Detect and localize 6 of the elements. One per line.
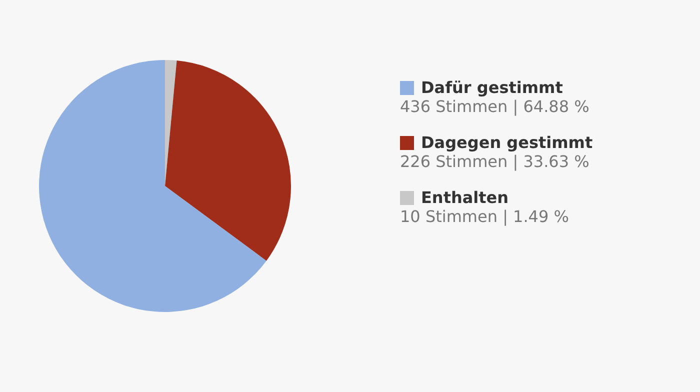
data-label: 10 Stimmen | 1.49 % bbox=[400, 207, 570, 226]
data-label: 436 Stimmen | 64.88 % bbox=[400, 97, 590, 116]
data-label: 226 Stimmen | 33.63 % bbox=[400, 152, 590, 171]
legend-label: Dagegen gestimmt bbox=[421, 133, 593, 152]
legend-label: Dafür gestimmt bbox=[421, 78, 563, 97]
legend-label: Enthalten bbox=[421, 188, 509, 207]
